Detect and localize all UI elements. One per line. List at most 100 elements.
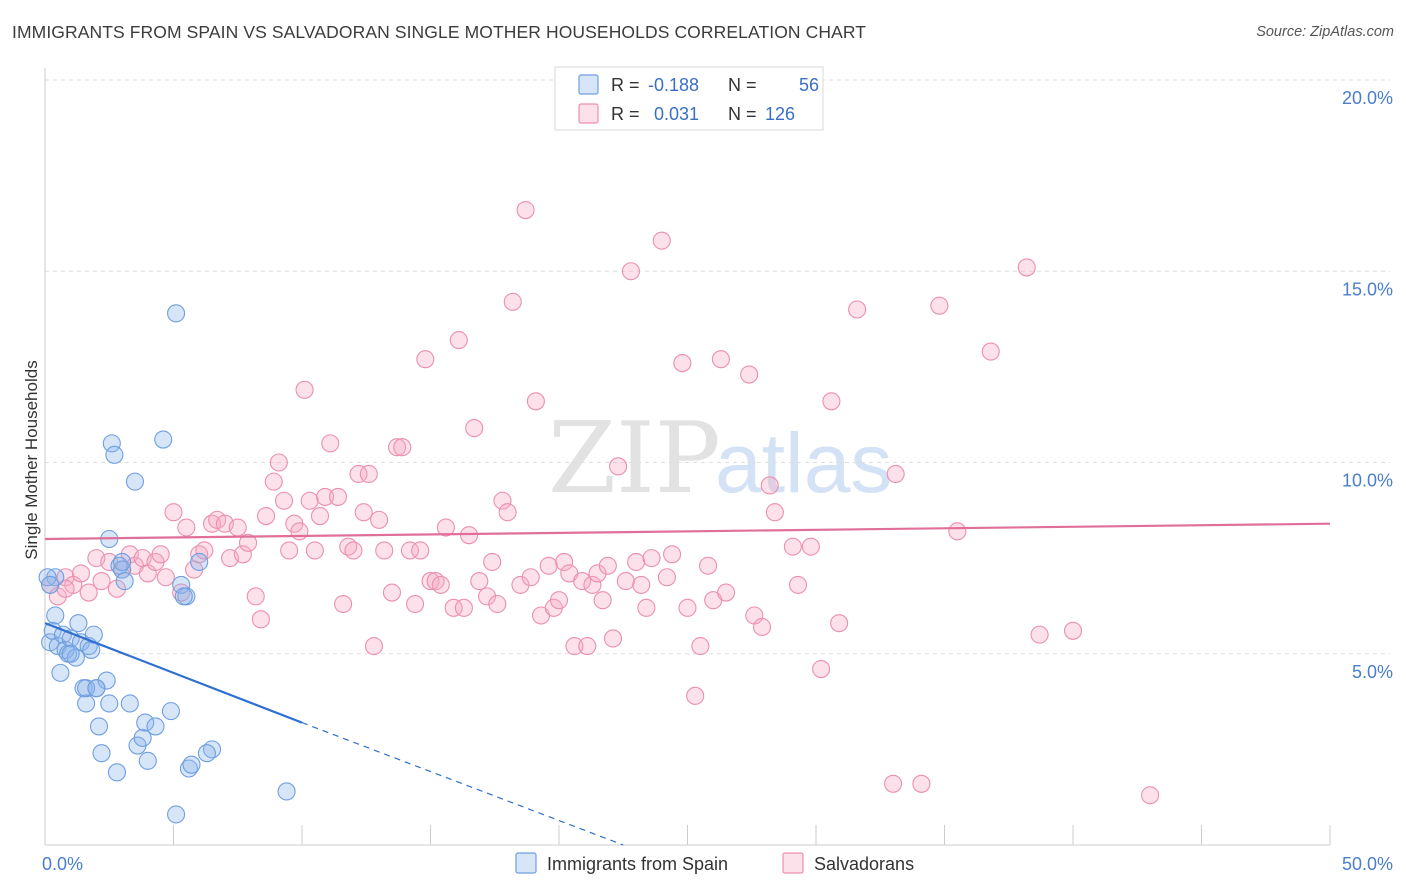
point-salvadoran-37 [280,541,299,560]
point-salvadoran-135 [1063,621,1083,640]
point-salvadoran-7 [92,572,111,591]
point-salvadoran-23 [195,541,214,560]
point-salvadoran-79 [511,575,530,594]
correlation-legend: R = -0.188 N = 56 R = 0.031 N = 126 [554,66,824,131]
point-salvadoran-18 [164,503,183,522]
point-salvadoran-137 [56,579,75,598]
y-axis-label: Single Mother Households [22,360,41,559]
point-salvadoran-45 [321,434,340,453]
point-salvadoran-121 [788,575,808,594]
point-salvadoran-76 [493,491,512,510]
point-salvadoran-54 [370,510,389,529]
series-salvadorans [41,201,1160,805]
bottom-legend-swatch-pink [782,852,804,874]
point-salvadoran-72 [470,572,489,591]
point-salvadoran-125 [830,614,849,633]
chart-title: IMMIGRANTS FROM SPAIN VS SALVADORAN SING… [12,22,867,42]
point-salvadoran-44 [316,487,335,506]
legend-r-label-0: R = [611,75,640,95]
y-tick-label-1: 10.0% [1342,471,1393,491]
point-salvadoran-93 [588,564,607,583]
point-salvadoran-127 [886,464,905,484]
point-spain-23 [100,694,119,713]
point-salvadoran-107 [673,353,692,373]
point-salvadoran-47 [334,594,353,614]
point-salvadoran-130 [930,296,949,315]
bottom-legend-label-0: Immigrants from Spain [547,854,728,874]
point-salvadoran-111 [699,556,718,575]
point-salvadoran-78 [503,292,522,311]
point-salvadoran-42 [305,541,324,560]
point-spain-22 [97,671,116,690]
point-spain-55 [61,644,80,663]
point-salvadoran-134 [1030,625,1049,644]
point-salvadoran-36 [274,491,294,510]
trend-spain-dashed [301,722,624,846]
bottom-legend-swatch-blue [515,852,537,874]
point-salvadoran-114 [716,583,736,602]
point-spain-40 [167,304,186,323]
watermark-zip: ZIP [548,402,721,516]
point-salvadoran-30 [238,533,258,552]
point-salvadoran-71 [465,419,484,438]
point-salvadoran-97 [609,457,628,476]
point-spain-47 [167,805,186,824]
watermark: ZIP atlas [548,402,892,516]
point-salvadoran-66 [436,518,455,537]
point-salvadoran-126 [848,300,867,319]
point-spain-2 [46,606,65,625]
point-spain-28 [113,560,132,579]
point-salvadoran-56 [382,583,402,602]
point-salvadoran-123 [812,659,831,679]
point-salvadoran-74 [483,552,502,572]
point-salvadoran-17 [156,568,175,587]
legend-r-label-1: R = [611,104,640,124]
point-salvadoran-131 [948,522,967,541]
point-salvadoran-99 [621,262,641,281]
point-salvadoran-49 [344,541,363,560]
point-salvadoran-108 [678,598,697,617]
point-salvadoran-104 [652,231,671,250]
point-spain-26 [107,763,127,782]
point-salvadoran-20 [177,518,196,537]
point-salvadoran-52 [359,464,378,484]
point-salvadoran-43 [310,506,330,526]
point-salvadoran-96 [603,629,623,648]
source-credit: Source: ZipAtlas.com [1256,24,1394,40]
point-salvadoran-94 [593,591,612,610]
point-salvadoran-95 [598,556,617,575]
point-salvadoran-118 [760,476,779,495]
y-tick-label-3: 20.0% [1342,88,1393,108]
point-salvadoran-28 [228,518,247,537]
point-spain-38 [154,430,173,449]
point-salvadoran-32 [251,610,270,629]
point-salvadoran-63 [421,572,440,591]
point-salvadoran-106 [663,545,682,564]
point-salvadoran-61 [411,541,430,560]
series-legend: Immigrants from Spain Salvadorans [515,852,914,874]
x-tick-label-1: 50.0% [1342,854,1393,874]
legend-swatch-pink [578,103,599,124]
point-spain-19 [89,717,109,736]
series-immigrants-from-spain [38,304,296,824]
point-salvadoran-67 [444,598,463,617]
point-salvadoran-82 [526,392,545,411]
point-salvadoran-84 [539,556,558,575]
legend-r-value-0: -0.188 [648,75,699,95]
point-salvadoran-100 [627,552,646,572]
point-salvadoran-53 [364,637,384,656]
point-spain-33 [133,728,152,747]
legend-n-value-1: 126 [765,104,795,124]
legend-n-label-0: N = [728,75,757,95]
point-spain-50 [277,782,296,801]
point-salvadoran-91 [578,637,597,656]
point-salvadoran-81 [521,568,540,587]
legend-n-value-0: 56 [799,75,819,95]
point-salvadoran-98 [616,572,635,591]
point-salvadoran-80 [516,201,535,220]
point-spain-4 [51,663,70,682]
point-spain-11 [69,614,88,633]
trend-spain-solid [44,622,303,724]
point-salvadoran-35 [269,453,288,472]
point-spain-14 [77,694,96,713]
